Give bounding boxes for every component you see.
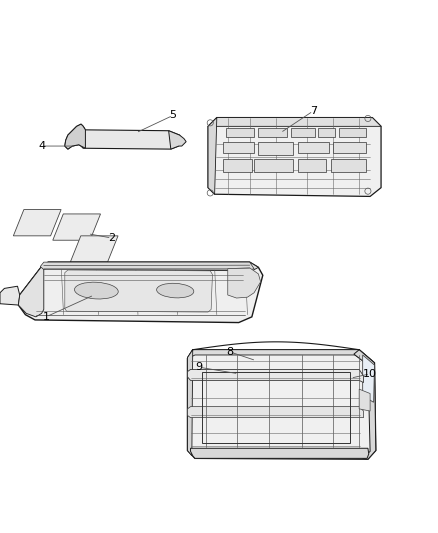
Ellipse shape	[66, 278, 127, 303]
Bar	[298, 142, 328, 154]
Polygon shape	[65, 124, 85, 149]
Bar	[258, 142, 293, 155]
Ellipse shape	[74, 282, 118, 299]
Polygon shape	[359, 389, 370, 411]
Polygon shape	[70, 236, 118, 262]
Bar	[333, 142, 366, 154]
Polygon shape	[354, 350, 376, 459]
Bar	[223, 159, 252, 172]
Polygon shape	[208, 118, 217, 194]
Bar	[331, 159, 366, 172]
Bar	[226, 128, 254, 138]
Ellipse shape	[157, 284, 194, 298]
Polygon shape	[65, 270, 212, 312]
Bar	[298, 159, 326, 172]
Polygon shape	[18, 262, 258, 300]
Bar	[318, 128, 335, 138]
Text: 5: 5	[170, 110, 177, 120]
Polygon shape	[208, 118, 381, 197]
Text: 4: 4	[38, 141, 45, 151]
Polygon shape	[187, 350, 193, 456]
Polygon shape	[18, 266, 44, 317]
Bar	[258, 128, 287, 138]
Text: 9: 9	[196, 362, 203, 372]
Polygon shape	[65, 124, 182, 149]
Polygon shape	[187, 350, 374, 364]
Bar	[223, 142, 254, 152]
Polygon shape	[363, 355, 374, 402]
Polygon shape	[228, 268, 261, 298]
Polygon shape	[187, 350, 376, 459]
Polygon shape	[187, 369, 364, 383]
Polygon shape	[187, 407, 364, 418]
Bar	[291, 128, 315, 138]
Text: 7: 7	[310, 106, 317, 116]
Text: 2: 2	[108, 233, 115, 243]
Bar	[339, 128, 366, 138]
Polygon shape	[53, 214, 100, 240]
Text: 10: 10	[363, 369, 377, 379]
Text: 8: 8	[226, 347, 233, 357]
Polygon shape	[169, 131, 186, 149]
Polygon shape	[208, 118, 381, 126]
Polygon shape	[40, 262, 254, 270]
Polygon shape	[0, 286, 20, 305]
Text: 1: 1	[42, 312, 49, 322]
Bar	[254, 159, 293, 172]
Polygon shape	[18, 262, 263, 322]
Polygon shape	[14, 209, 61, 236]
Ellipse shape	[147, 279, 204, 302]
Polygon shape	[191, 448, 369, 458]
